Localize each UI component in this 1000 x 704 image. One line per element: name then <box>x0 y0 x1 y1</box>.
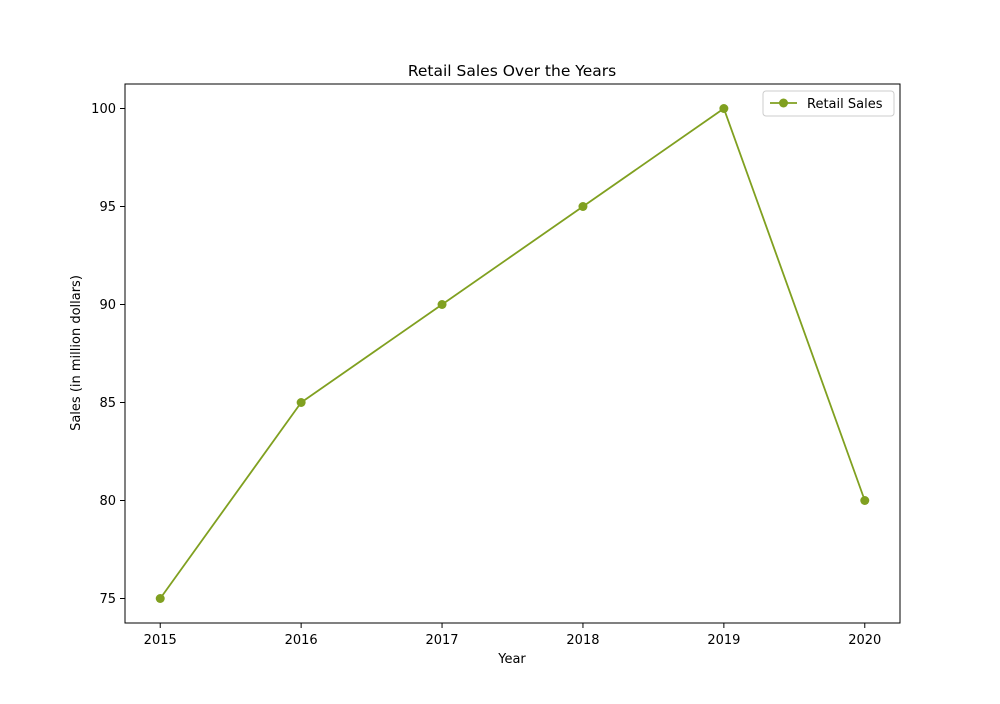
data-point <box>719 104 729 113</box>
series-layer <box>155 104 870 603</box>
x-axis-ticks: 2015 2016 2017 2018 2019 2020 <box>144 623 881 648</box>
data-point <box>860 496 870 505</box>
x-tick-label: 2015 <box>144 633 177 648</box>
legend-box <box>762 90 895 117</box>
x-tick-label: 2020 <box>848 633 881 648</box>
y-tick-label: 85 <box>99 396 116 411</box>
legend-marker-swatch <box>779 98 788 108</box>
x-tick-label: 2016 <box>285 633 318 648</box>
data-point <box>296 398 306 407</box>
data-point <box>437 300 447 309</box>
series-line-retail-sales <box>159 107 866 600</box>
x-tick-label: 2019 <box>707 633 740 648</box>
x-tick-label: 2018 <box>566 633 599 648</box>
y-tick-label: 90 <box>99 298 116 313</box>
y-axis-label: Sales (in million dollars) <box>69 275 84 431</box>
y-tick-label: 75 <box>99 592 116 607</box>
data-point <box>155 594 165 603</box>
y-tick-label: 100 <box>91 102 116 117</box>
plot-frame <box>124 83 901 624</box>
y-tick-label: 95 <box>99 200 116 215</box>
legend: Retail Sales <box>762 90 895 117</box>
y-axis-ticks: 75 80 85 90 95 100 <box>91 102 125 607</box>
y-tick-label: 80 <box>99 494 116 509</box>
legend-label: Retail Sales <box>807 97 883 112</box>
data-point <box>578 202 588 211</box>
x-axis-label: Year <box>497 652 526 667</box>
chart-title: Retail Sales Over the Years <box>408 62 616 80</box>
x-tick-label: 2017 <box>425 633 458 648</box>
